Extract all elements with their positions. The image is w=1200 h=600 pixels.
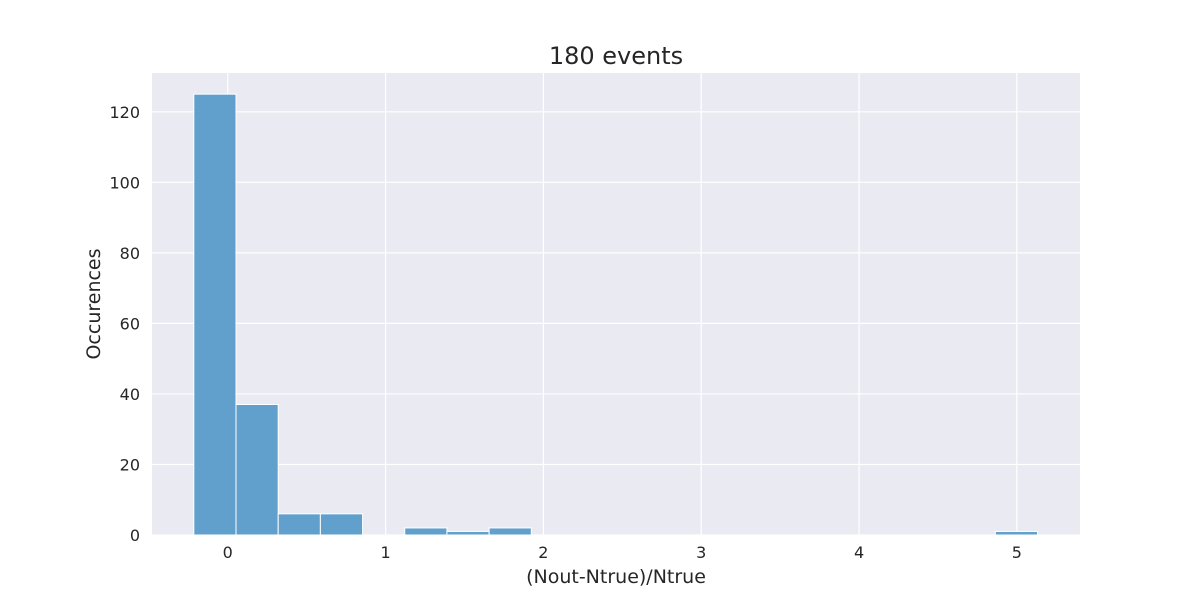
x-tick-label: 0 <box>223 543 233 562</box>
y-tick-labels: 0 20 40 60 80 100 120 <box>109 103 140 545</box>
x-tick-label: 3 <box>696 543 706 562</box>
y-tick-label: 20 <box>120 455 140 474</box>
x-tick-label: 2 <box>538 543 548 562</box>
y-tick-label: 80 <box>120 244 140 263</box>
y-tick-label: 60 <box>120 314 140 333</box>
histogram-bar <box>446 530 490 536</box>
histogram-bar <box>404 527 448 536</box>
y-tick-label: 0 <box>130 526 140 545</box>
bars <box>193 93 1039 536</box>
x-tick-label: 4 <box>854 543 864 562</box>
x-tick-labels: 0 1 2 3 4 5 <box>223 543 1022 562</box>
x-axis-label: (Nout-Ntrue)/Ntrue <box>526 566 706 588</box>
plot-area <box>152 73 1080 535</box>
histogram-bar <box>193 93 237 536</box>
histogram-bar <box>319 513 364 536</box>
histogram-bar <box>235 404 279 536</box>
x-tick-label: 5 <box>1012 543 1022 562</box>
histogram-bar <box>488 527 532 536</box>
x-tick-label: 1 <box>380 543 390 562</box>
y-axis-label: Occurences <box>83 248 105 359</box>
chart-title: 180 events <box>549 42 683 70</box>
grid-lines <box>152 73 1080 536</box>
y-tick-label: 100 <box>109 173 140 192</box>
histogram-bar <box>994 530 1039 536</box>
y-tick-label: 40 <box>120 385 140 404</box>
y-tick-label: 120 <box>109 103 140 122</box>
histogram-bar <box>277 513 321 536</box>
